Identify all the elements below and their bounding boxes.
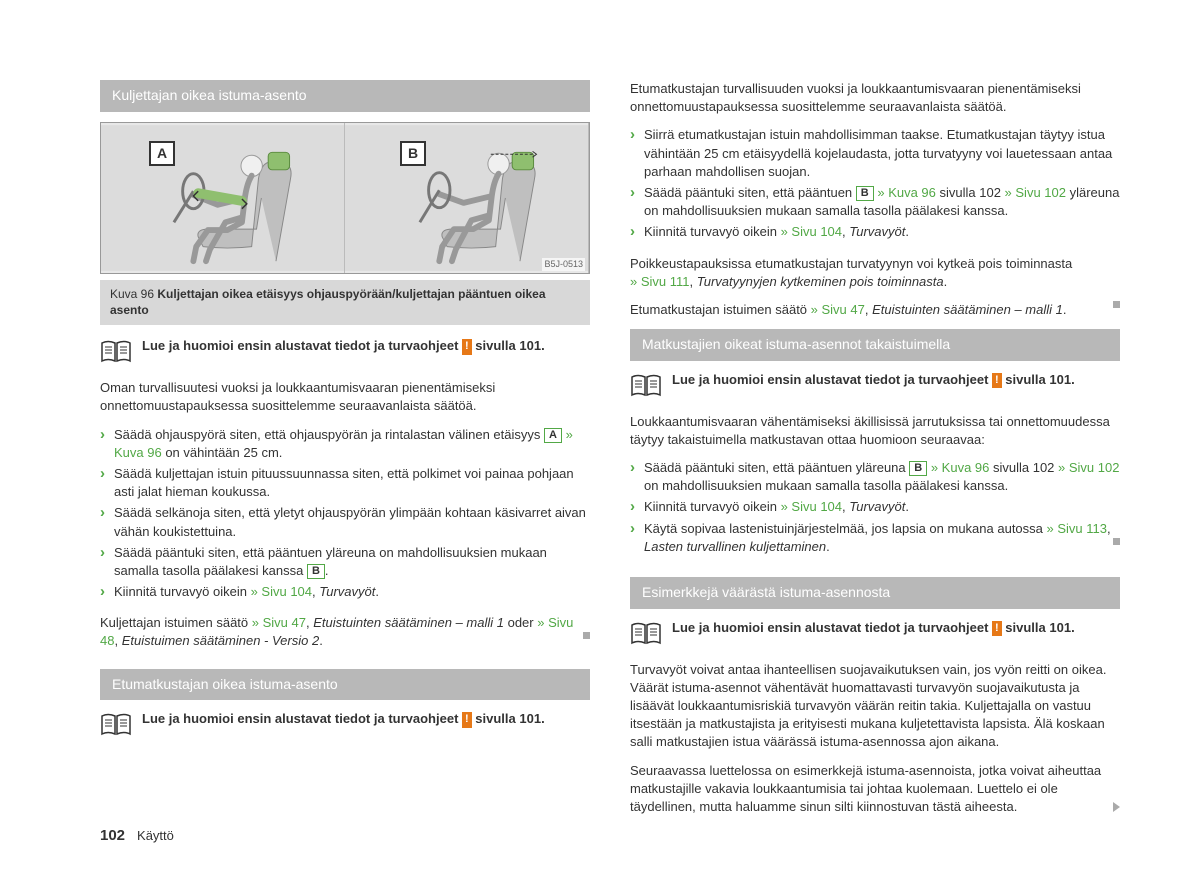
right-column: Etumatkustajan turvallisuuden vuoksi ja … [630, 80, 1120, 836]
airbag-disable-ref: Poikkeustapauksissa etumatkustajan turva… [630, 255, 1120, 291]
list-item: Kiinnitä turvavyö oikein » Sivu 104, Tur… [100, 583, 590, 601]
ref-box-b: B [307, 564, 325, 579]
intro-paragraph: Oman turvallisuutesi vuoksi ja loukkaant… [100, 379, 590, 415]
figure-code: B5J-0513 [542, 258, 585, 271]
list-item: Kiinnitä turvavyö oikein » Sivu 104, Tur… [630, 223, 1120, 241]
ref-link: » Sivu 104 [781, 499, 842, 514]
manual-page: Kuljettajan oikea istuma-asento A [0, 0, 1200, 876]
wrong-pos-p2: Seuraavassa luettelossa on esimerkkejä i… [630, 762, 1120, 817]
section-end-icon [1113, 301, 1120, 308]
section-end-icon [583, 632, 590, 639]
wrong-pos-p1: Turvavyöt voivat antaa ihanteellisen suo… [630, 661, 1120, 752]
read-notice-2: Lue ja huomioi ensin alustavat tiedot ja… [100, 710, 590, 738]
page-footer: 102 Käyttö [100, 825, 174, 846]
rear-adjust-list: Säädä pääntuki siten, että pääntuen ylär… [630, 459, 1120, 559]
section-end-icon [1113, 538, 1120, 545]
seat-illustration-a [101, 123, 344, 273]
ref-link: » Sivu 102 [1005, 185, 1066, 200]
list-item: Säädä ohjauspyörä siten, että ohjauspyör… [100, 426, 590, 462]
ref-link: » Kuva 96 [927, 460, 989, 475]
notice-text: Lue ja huomioi ensin alustavat tiedot ja… [672, 371, 1075, 389]
ref-link: » Sivu 47 [811, 302, 865, 317]
ref-link: » Sivu 111 [630, 274, 690, 289]
rear-intro: Loukkaantumisvaaran vähentämiseksi äkill… [630, 413, 1120, 449]
warning-badge-icon: ! [462, 712, 472, 727]
list-item: Säädä pääntuki siten, että pääntuen ylär… [100, 544, 590, 580]
book-icon [630, 373, 662, 399]
ref-box-b: B [856, 186, 874, 201]
figure-label-b: B [400, 141, 426, 167]
left-column: Kuljettajan oikea istuma-asento A [100, 80, 590, 836]
ref-link: » Sivu 104 [781, 224, 842, 239]
figure-label-a: A [149, 141, 175, 167]
driver-adjust-list: Säädä ohjauspyörä siten, että ohjauspyör… [100, 426, 590, 605]
read-notice-1: Lue ja huomioi ensin alustavat tiedot ja… [100, 337, 590, 365]
ref-link: » Sivu 47 [252, 615, 306, 630]
ref-link: » Sivu 104 [251, 584, 312, 599]
notice-text: Lue ja huomioi ensin alustavat tiedot ja… [142, 337, 545, 355]
warning-badge-icon: ! [992, 373, 1002, 388]
passenger-seat-ref: Etumatkustajan istuimen säätö » Sivu 47,… [630, 301, 1120, 319]
warning-badge-icon: ! [462, 339, 472, 354]
seat-illustration-b [345, 123, 588, 273]
warning-badge-icon: ! [992, 621, 1002, 636]
seat-adjust-ref: Kuljettajan istuimen säätö » Sivu 47, Et… [100, 614, 590, 650]
read-notice-4: Lue ja huomioi ensin alustavat tiedot ja… [630, 619, 1120, 647]
list-item: Säädä pääntuki siten, että pääntuen B » … [630, 184, 1120, 220]
ref-link: » Sivu 113 [1047, 521, 1107, 536]
figure-panel-a: A [101, 123, 345, 273]
continue-icon [1113, 802, 1120, 812]
list-item: Käytä sopivaa lastenistuinjärjestelmää, … [630, 520, 1120, 556]
ref-link: » Sivu 102 [1058, 460, 1119, 475]
list-item: Säädä selkänoja siten, että yletyt ohjau… [100, 504, 590, 540]
figure-panel-b: B [345, 123, 589, 273]
section-header-driver-position: Kuljettajan oikea istuma-asento [100, 80, 590, 112]
ref-box-b: B [909, 461, 927, 476]
ref-link: » Kuva 96 [874, 185, 936, 200]
read-notice-3: Lue ja huomioi ensin alustavat tiedot ja… [630, 371, 1120, 399]
section-header-rear-seats: Matkustajien oikeat istuma-asennot takai… [630, 329, 1120, 361]
passenger-adjust-list: Siirrä etumatkustajan istuin mahdollisim… [630, 126, 1120, 244]
list-item: Kiinnitä turvavyö oikein » Sivu 104, Tur… [630, 498, 1120, 516]
figure-caption: Kuva 96 Kuljettajan oikea etäisyys ohjau… [100, 280, 590, 326]
book-icon [100, 712, 132, 738]
list-item: Säädä kuljettajan istuin pituussuunnassa… [100, 465, 590, 501]
page-number: 102 [100, 827, 125, 844]
ref-box-a: A [544, 428, 562, 443]
notice-text: Lue ja huomioi ensin alustavat tiedot ja… [672, 619, 1075, 637]
list-item: Siirrä etumatkustajan istuin mahdollisim… [630, 126, 1120, 181]
book-icon [630, 621, 662, 647]
notice-text: Lue ja huomioi ensin alustavat tiedot ja… [142, 710, 545, 728]
figure-96: A B B5J-0513 [100, 122, 590, 274]
section-header-passenger-position: Etumatkustajan oikea istuma-asento [100, 669, 590, 701]
book-icon [100, 339, 132, 365]
chapter-name: Käyttö [137, 828, 174, 843]
list-item: Säädä pääntuki siten, että pääntuen ylär… [630, 459, 1120, 495]
passenger-intro: Etumatkustajan turvallisuuden vuoksi ja … [630, 80, 1120, 116]
section-header-wrong-positions: Esimerkkejä väärästä istuma-asennosta [630, 577, 1120, 609]
